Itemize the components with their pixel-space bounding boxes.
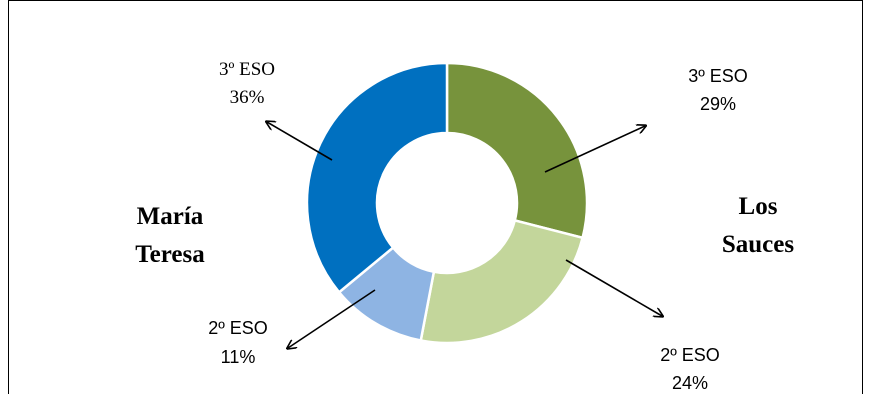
label-los-sauces-3eso-value: 29% bbox=[700, 94, 736, 114]
label-los-sauces-3eso-name: 3º ESO bbox=[688, 66, 748, 86]
label-maria-teresa-3eso-value: 36% bbox=[230, 87, 265, 108]
label-maria-teresa-2eso-name: 2º ESO bbox=[208, 318, 268, 338]
slice-los-sauces-3-eso bbox=[445, 61, 589, 240]
arrow-los-sauces-2eso bbox=[565, 259, 662, 316]
school-label-los-sauces-line1: Los bbox=[739, 193, 778, 220]
arrow-maria-teresa-2eso bbox=[288, 289, 376, 348]
school-label-maria-teresa-line1: María bbox=[137, 203, 204, 230]
label-maria-teresa-2eso-value: 11% bbox=[221, 347, 256, 367]
school-label-maria-teresa-line2: Teresa bbox=[135, 241, 205, 268]
slice-los-sauces-2-eso bbox=[419, 218, 585, 345]
arrow-los-sauces-3eso bbox=[544, 126, 645, 173]
label-los-sauces-2eso-value: 24% bbox=[672, 373, 708, 393]
school-label-los-sauces-line2: Sauces bbox=[722, 231, 795, 258]
arrow-maria-teresa-3eso bbox=[267, 122, 333, 161]
label-maria-teresa-3eso-name: 3º ESO bbox=[219, 59, 275, 80]
label-los-sauces-2eso-name: 2º ESO bbox=[660, 345, 720, 365]
slice-maria-teresa-3-eso bbox=[305, 61, 449, 294]
donut-slices bbox=[305, 61, 589, 345]
label-arrows bbox=[267, 122, 662, 348]
chart-frame bbox=[8, 0, 863, 394]
